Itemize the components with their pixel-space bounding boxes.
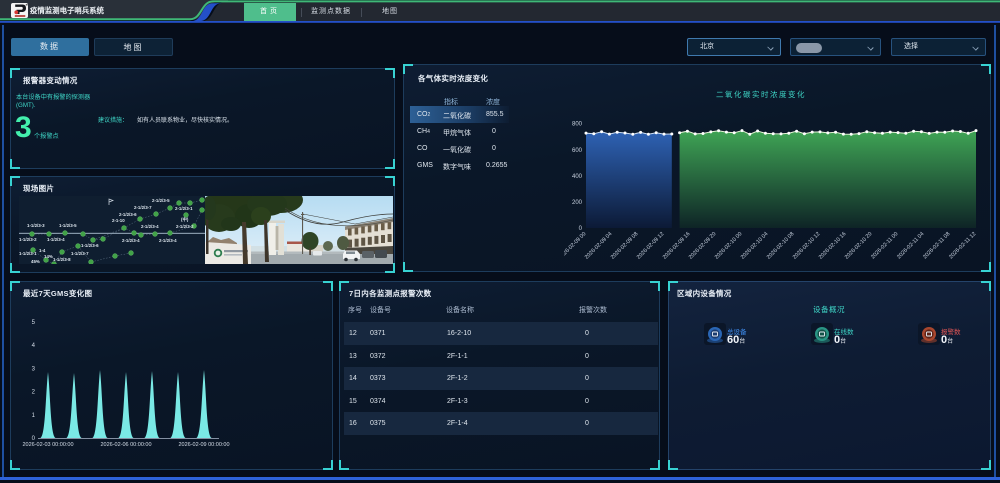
svg-text:3: 3 — [32, 366, 36, 372]
svg-text:2026-02-11 12: 2026-02-11 12 — [948, 231, 977, 260]
svg-text:2-1/2/3-1: 2-1/2/3-1 — [175, 206, 193, 211]
svg-text:5: 5 — [32, 320, 36, 326]
svg-text:0: 0 — [32, 436, 36, 442]
svg-text:1-1/2/3-5: 1-1/2/3-5 — [59, 223, 77, 228]
svg-text:200: 200 — [572, 200, 583, 206]
svg-text:400: 400 — [572, 174, 583, 180]
svg-text:2-1/2/3-4: 2-1/2/3-4 — [159, 238, 177, 243]
svg-text:800: 800 — [572, 122, 583, 128]
svg-text:2-1/2/3-2: 2-1/2/3-2 — [176, 224, 194, 229]
svg-text:2-1/2/3-4: 2-1/2/3-4 — [141, 224, 159, 229]
svg-text:1-4: 1-4 — [39, 248, 46, 253]
svg-text:600: 600 — [572, 148, 583, 154]
svg-text:(中): (中) — [181, 216, 189, 223]
svg-text:2026-02-09 00:00:00: 2026-02-09 00:00:00 — [178, 442, 229, 448]
svg-text:2-1-10: 2-1-10 — [112, 218, 125, 223]
svg-text:2026-02-06 00:00:00: 2026-02-06 00:00:00 — [100, 442, 151, 448]
svg-text:1-1/2/3-7: 1-1/2/3-7 — [71, 251, 89, 256]
svg-text:45%: 45% — [31, 259, 40, 264]
svg-text:2026-02-03 00:00:00: 2026-02-03 00:00:00 — [22, 442, 73, 448]
svg-text:1-1/2/3-6: 1-1/2/3-6 — [81, 243, 99, 248]
svg-text:14%: 14% — [44, 254, 53, 259]
svg-text:2-1/2/3-4: 2-1/2/3-4 — [122, 238, 140, 243]
svg-text:2-1/2/3-5: 2-1/2/3-5 — [152, 198, 170, 203]
svg-text:1: 1 — [32, 413, 36, 419]
svg-text:0: 0 — [579, 226, 583, 232]
svg-text:1-1/2/3-4: 1-1/2/3-4 — [47, 237, 65, 242]
svg-text:1-1/2/3-1: 1-1/2/3-1 — [19, 251, 37, 256]
svg-text:2: 2 — [32, 390, 36, 396]
svg-text:2-1/2/3-6: 2-1/2/3-6 — [119, 212, 137, 217]
svg-text:1-1/2/3-2: 1-1/2/3-2 — [19, 237, 37, 242]
svg-text:2-1/2/3-7: 2-1/2/3-7 — [134, 205, 152, 210]
svg-text:4: 4 — [32, 343, 36, 349]
svg-text:1-1/2/3-8: 1-1/2/3-8 — [53, 257, 71, 262]
svg-text:1-1/2/3-3: 1-1/2/3-3 — [27, 223, 45, 228]
